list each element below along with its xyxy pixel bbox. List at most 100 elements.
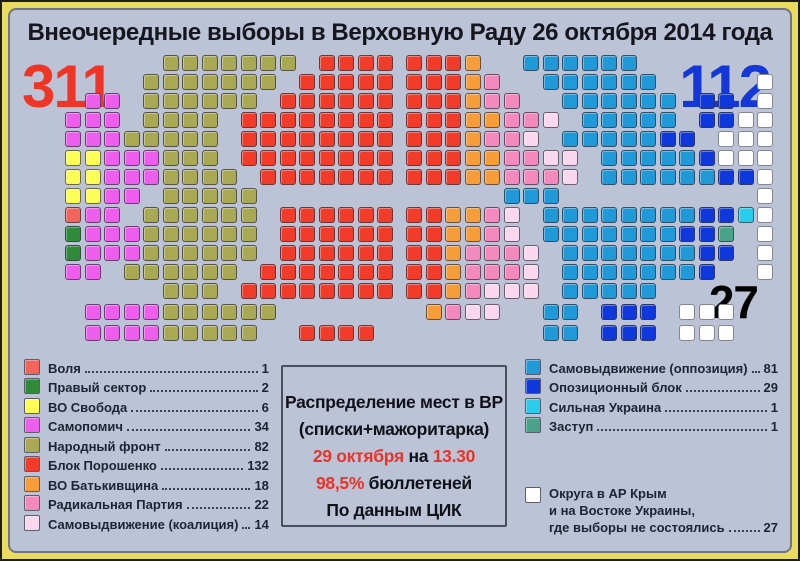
seat-B xyxy=(240,150,257,166)
seat-B xyxy=(260,264,276,280)
seat-T xyxy=(464,74,481,90)
D-swatch xyxy=(524,378,541,395)
seat-B xyxy=(260,131,276,147)
seat-N xyxy=(201,169,218,185)
seat-B xyxy=(299,169,315,185)
seat-B xyxy=(357,131,374,147)
seat-O xyxy=(601,93,617,109)
seat-K xyxy=(503,283,520,299)
seat-W xyxy=(757,150,773,166)
seat-N xyxy=(143,112,159,128)
leader-dots xyxy=(665,409,767,412)
seat-R xyxy=(503,131,520,147)
leader-dots xyxy=(685,390,760,392)
seat-R xyxy=(503,150,520,166)
seat-M xyxy=(123,226,140,242)
seat-B xyxy=(445,74,461,90)
seat-row xyxy=(26,283,393,299)
seat-O xyxy=(659,93,676,109)
seat-O xyxy=(620,150,637,166)
seat-N xyxy=(162,325,179,341)
seat-B xyxy=(318,283,335,299)
seat-O xyxy=(640,131,656,147)
seat-O xyxy=(562,283,578,299)
seat-B xyxy=(318,74,335,90)
seat-T xyxy=(445,264,461,280)
seat-N xyxy=(201,55,218,71)
legend-label: Самовыдвижение (коалиция) xyxy=(48,516,239,532)
seat-row xyxy=(26,169,393,185)
seat-B xyxy=(377,93,393,109)
seat-O xyxy=(523,188,539,204)
seat-N xyxy=(162,169,179,185)
seat-T xyxy=(445,245,461,261)
legend-value: 1 xyxy=(770,399,778,415)
seat-B xyxy=(357,245,374,261)
seat-B xyxy=(425,283,442,299)
seat-T xyxy=(464,93,481,109)
seat-R xyxy=(523,112,539,128)
seat-M xyxy=(65,112,81,128)
seat-B xyxy=(279,283,296,299)
not-held-swatch xyxy=(524,487,541,503)
seat-M xyxy=(84,304,101,320)
seat-N xyxy=(182,264,198,280)
seat-B xyxy=(445,131,461,147)
seat-N xyxy=(221,169,237,185)
legend-label: Заступ xyxy=(548,419,594,434)
seat-D xyxy=(698,93,715,109)
seat-B xyxy=(377,264,393,280)
seat-B xyxy=(425,112,442,128)
legend-label: ВО Свобода xyxy=(48,399,128,415)
seat-B xyxy=(445,150,461,166)
seat-M xyxy=(104,304,120,320)
seat-O xyxy=(620,131,637,147)
legend-label: Опозиционный блок xyxy=(548,380,682,395)
seat-O xyxy=(679,245,695,261)
seat-N xyxy=(162,304,179,320)
seat-B xyxy=(299,283,315,299)
seat-O xyxy=(620,207,637,223)
seat-S xyxy=(65,188,81,204)
seat-row xyxy=(406,74,773,90)
seat-N xyxy=(201,131,218,147)
seat-B xyxy=(425,131,442,147)
seat-B xyxy=(377,226,393,242)
info-time: 13.30 xyxy=(432,446,476,466)
legend-item: Опозиционный блок 29 xyxy=(524,377,778,397)
not-held-label: где выборы не состоялись xyxy=(548,520,725,535)
seat-B xyxy=(406,169,422,185)
leader-dots xyxy=(728,530,760,532)
seat-W xyxy=(757,93,773,109)
S-swatch xyxy=(24,397,40,414)
seat-B xyxy=(377,150,393,166)
leader-dots xyxy=(84,370,258,373)
seat-O xyxy=(562,93,578,109)
seat-T xyxy=(484,112,500,128)
seat-O xyxy=(601,112,617,128)
seat-W xyxy=(737,131,754,147)
seat-R xyxy=(484,131,500,147)
legend-value: 1 xyxy=(770,419,778,434)
seat-N xyxy=(260,55,276,71)
leader-dots xyxy=(162,487,251,490)
seat-B xyxy=(377,55,393,71)
seat-D xyxy=(601,325,617,341)
legend-value: 82 xyxy=(254,438,269,454)
seat-N xyxy=(240,226,257,242)
legend-label: Самовыдвижение (оппозиция) xyxy=(548,360,748,376)
seat-N xyxy=(221,264,237,280)
seat-B xyxy=(406,131,422,147)
seat-K xyxy=(523,264,539,280)
seat-B xyxy=(318,131,335,147)
seat-B xyxy=(406,226,422,242)
seat-row xyxy=(26,150,393,166)
seat-M xyxy=(123,150,140,166)
seat-B xyxy=(299,131,315,147)
seat-N xyxy=(201,325,218,341)
seat-K xyxy=(523,245,539,261)
seat-D xyxy=(718,93,734,109)
N-swatch xyxy=(24,436,40,453)
seat-T xyxy=(425,304,442,320)
seat-N xyxy=(221,226,237,242)
